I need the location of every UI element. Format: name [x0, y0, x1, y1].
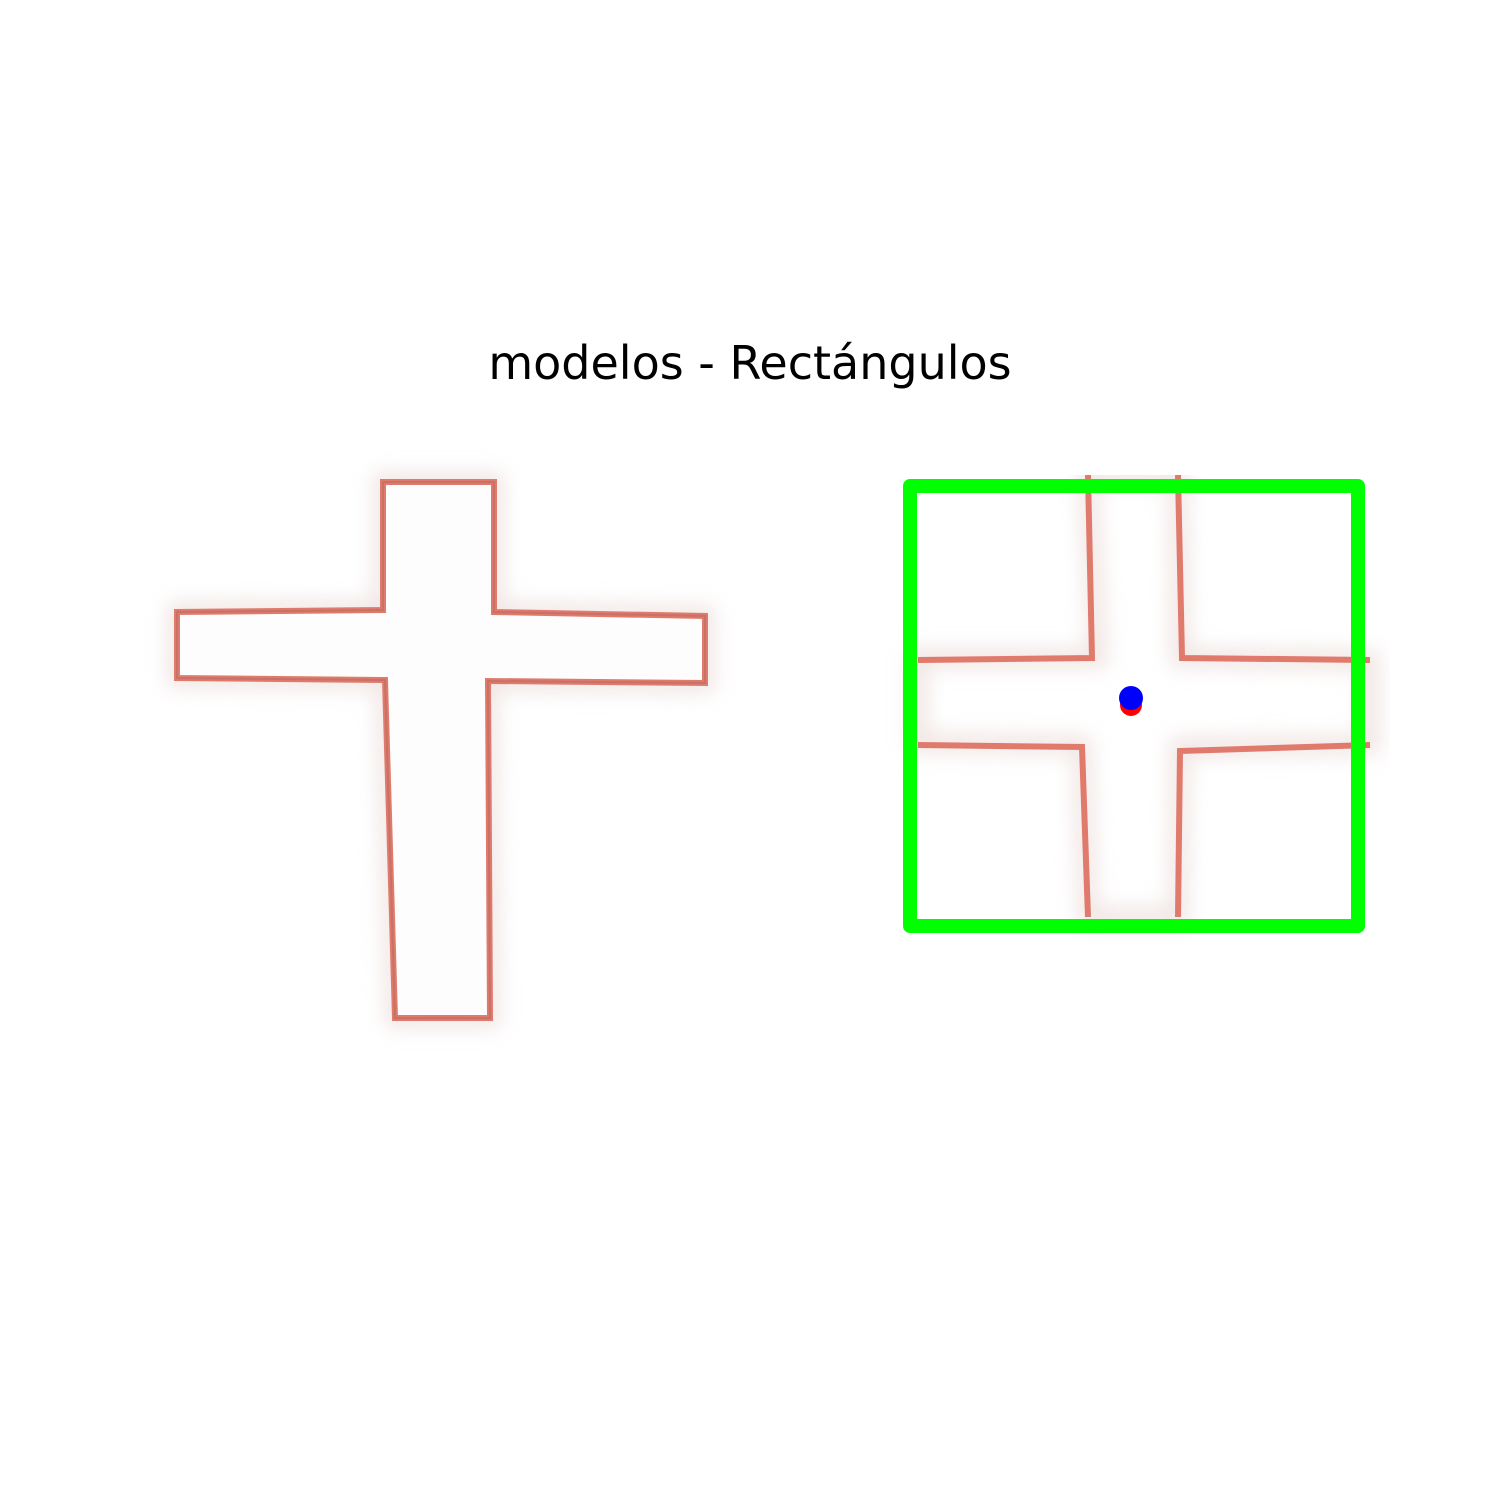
cross-edge-bottom-right: [1175, 742, 1371, 918]
figure-title: modelos - Rectángulos: [488, 336, 1012, 390]
cross-edge-top-left: [917, 475, 1096, 663]
cropped-cross-shadow: [909, 475, 1379, 926]
cross-edge-top-right: [1175, 475, 1371, 663]
cross-edge-bottom-left: [917, 742, 1091, 918]
bounding-box: [903, 479, 1365, 933]
cross-shape: [174, 479, 708, 1021]
center-marker-blue: [1119, 686, 1143, 710]
detected-rectangle-panel: [903, 475, 1379, 933]
cross-shape-inner-edge: [176, 481, 706, 1019]
original-cross-panel: [168, 473, 714, 1027]
